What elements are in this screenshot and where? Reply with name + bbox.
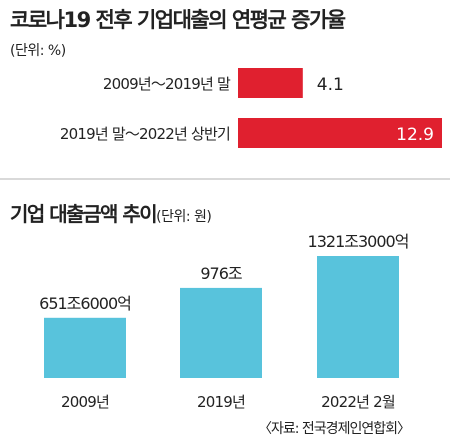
- vbar-value-label: 976조: [200, 264, 242, 283]
- vbar-value-label: 651조6000억: [39, 294, 131, 313]
- hbar-2009-2019: [238, 68, 303, 98]
- vbar-value-label: 1321조3000억: [308, 232, 409, 251]
- vbar-category-label: 2019년: [197, 393, 245, 411]
- hbar-value-label: 4.1: [317, 75, 344, 95]
- hbar-category-label: 2019년 말～2022년 상반기: [60, 125, 230, 143]
- vbar-category-label: 2009년: [61, 393, 109, 411]
- hbar-category-label: 2009년～2019년 말: [103, 75, 231, 93]
- hbar-2019-2022: [238, 118, 442, 148]
- chart-title-loans: 기업 대출금액 추이(단위: 원): [10, 198, 212, 227]
- source-note: 〈자료: 전국경제인연합회〉: [258, 421, 411, 437]
- unit-label-won: (단위: 원): [156, 209, 212, 225]
- unit-label-percent: (단위: %): [10, 43, 66, 59]
- section-divider: [0, 178, 450, 180]
- vbar-2022-feb: [317, 256, 399, 378]
- chart-title-growth: 코로나19 전후 기업대출의 연평균 증가율: [10, 8, 346, 32]
- vbar-category-label: 2022년 2월: [321, 393, 395, 411]
- vbar-2009: [44, 317, 126, 378]
- growth-rate-chart: 2009년～2019년 말 2019년 말～2022년 상반기 4.1 12.9: [60, 68, 442, 148]
- chart-title-loans-text: 기업 대출금액 추이: [10, 202, 158, 226]
- hbar-value-label: 12.9: [396, 125, 434, 145]
- vbar-2019: [180, 287, 262, 378]
